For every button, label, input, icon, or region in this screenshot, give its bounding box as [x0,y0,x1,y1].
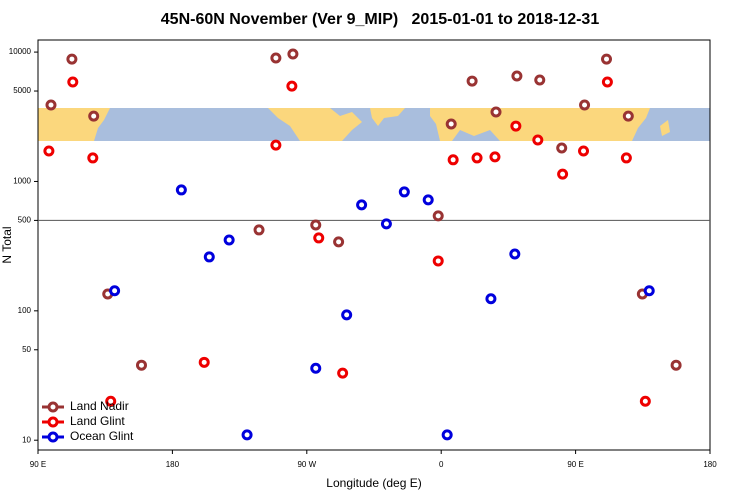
chart-title: 45N-60N November (Ver 9_MIP) 2015-01-01 … [161,11,600,28]
point [557,168,569,180]
point [643,285,655,297]
point [601,76,613,88]
point [485,293,497,305]
point [105,395,117,407]
y-tick-label: 1000 [13,177,31,186]
point [445,118,457,130]
x-tick-label: 180 [703,460,717,469]
point [398,186,410,198]
y-tick-label: 100 [18,306,32,315]
y-tick-label: 500 [18,216,32,225]
y-tick-label: 50 [22,345,31,354]
point [622,110,634,122]
point [422,194,434,206]
point [45,99,57,111]
legend-label: Land Nadir [70,399,129,413]
point [310,219,322,231]
point [198,356,210,368]
x-tick-label: 90 E [567,460,583,469]
y-tick-label: 10 [22,435,31,444]
point [447,154,459,166]
point [510,120,522,132]
point [310,362,322,374]
point [88,110,100,122]
point [532,134,544,146]
point [286,80,298,92]
point [313,232,325,244]
point [66,53,78,65]
point [333,236,345,248]
point [579,99,591,111]
legend-label: Ocean Glint [70,429,134,443]
x-tick-label: 90 E [30,460,46,469]
point [67,76,79,88]
point [511,70,523,82]
point [341,309,353,321]
point [203,251,215,263]
legend-marker [47,416,59,428]
point [441,429,453,441]
point [223,234,235,246]
point [620,152,632,164]
point [601,53,613,65]
point [43,145,55,157]
point [534,74,546,86]
legend-marker [47,431,59,443]
plot-frame [37,39,711,451]
point [109,285,121,297]
y-tick-label: 5000 [13,86,31,95]
point [87,152,99,164]
point [270,52,282,64]
point [556,142,568,154]
point [466,75,478,87]
point [287,48,299,60]
point [490,106,502,118]
y-axis-label: N Total [0,226,14,263]
x-tick-label: 180 [166,460,180,469]
x-tick-label: 0 [439,460,444,469]
map-strip [38,108,710,141]
x-axis-label: Longitude (deg E) [326,476,421,490]
point [670,359,682,371]
y-tick-label: 10000 [9,47,32,56]
point [356,199,368,211]
point [432,255,444,267]
point [337,367,349,379]
legend-label: Land Glint [70,414,125,428]
point [432,210,444,222]
x-tick-label: 90 W [297,460,316,469]
point [489,151,501,163]
point [509,248,521,260]
point [639,395,651,407]
point [578,145,590,157]
point [241,429,253,441]
point [253,224,265,236]
point [471,152,483,164]
legend-marker [47,401,59,413]
point [135,359,147,371]
point [175,184,187,196]
point [380,218,392,230]
point [270,139,282,151]
